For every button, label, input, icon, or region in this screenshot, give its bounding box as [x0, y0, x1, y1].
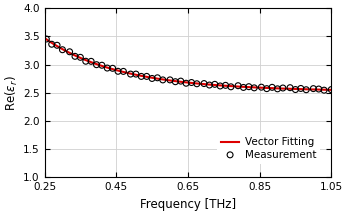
Measurement [167, 78, 173, 82]
Measurement [275, 87, 280, 91]
Measurement [217, 84, 223, 88]
Vector Fitting [150, 76, 154, 79]
Measurement [49, 43, 54, 46]
Measurement [311, 87, 316, 90]
Measurement [269, 86, 275, 89]
Measurement [138, 75, 144, 78]
Measurement [144, 75, 150, 78]
Measurement [160, 78, 166, 82]
Measurement [189, 81, 194, 84]
Measurement [223, 84, 228, 87]
Measurement [298, 87, 304, 90]
Measurement [316, 87, 322, 91]
Measurement [83, 60, 88, 63]
Measurement [149, 77, 155, 80]
Measurement [88, 60, 94, 63]
Measurement [293, 88, 298, 91]
Measurement [329, 88, 334, 91]
Measurement [194, 82, 200, 86]
Measurement [133, 72, 139, 76]
Measurement [183, 81, 189, 85]
Vector Fitting [246, 86, 251, 88]
Legend: Vector Fitting, Measurement: Vector Fitting, Measurement [217, 133, 320, 164]
Measurement [78, 56, 83, 59]
Y-axis label: $\mathrm{Re}(\varepsilon_r)$: $\mathrm{Re}(\varepsilon_r)$ [4, 75, 20, 111]
Measurement [104, 66, 110, 70]
Measurement [172, 80, 178, 83]
Measurement [72, 55, 78, 58]
Measurement [280, 86, 286, 90]
Measurement [264, 87, 270, 90]
Measurement [67, 50, 73, 54]
Measurement [287, 86, 293, 89]
Measurement [206, 83, 212, 87]
Measurement [54, 44, 60, 47]
Measurement [60, 48, 65, 51]
Measurement [110, 67, 116, 70]
Vector Fitting [32, 29, 36, 31]
X-axis label: Frequency [THz]: Frequency [THz] [140, 198, 236, 211]
Measurement [115, 70, 121, 73]
Vector Fitting [219, 84, 223, 87]
Measurement [212, 83, 218, 86]
Measurement [128, 72, 133, 76]
Measurement [99, 63, 105, 67]
Line: Vector Fitting: Vector Fitting [34, 30, 331, 90]
Vector Fitting [248, 86, 252, 89]
Measurement [94, 63, 99, 66]
Measurement [321, 88, 327, 92]
Measurement [235, 84, 241, 88]
Measurement [121, 70, 126, 73]
Vector Fitting [329, 89, 333, 91]
Vector Fitting [67, 52, 71, 54]
Measurement [228, 85, 234, 89]
Vector Fitting [129, 72, 133, 75]
Measurement [246, 85, 252, 88]
Measurement [241, 86, 246, 89]
Measurement [259, 85, 264, 89]
Measurement [201, 82, 207, 85]
Measurement [155, 76, 160, 80]
Measurement [43, 37, 49, 41]
Measurement [178, 79, 184, 83]
Measurement [252, 86, 257, 90]
Measurement [303, 88, 309, 91]
